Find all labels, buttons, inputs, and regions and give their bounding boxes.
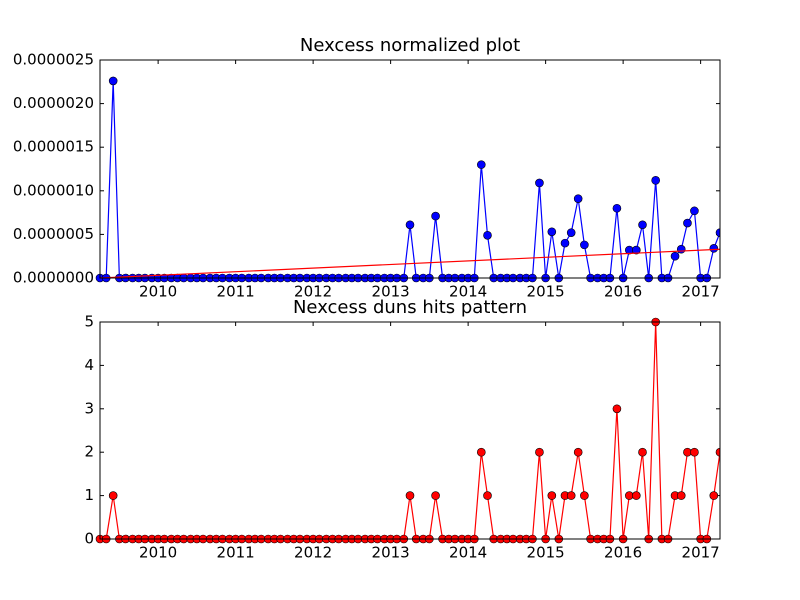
x-tick-label: 2017: [682, 544, 720, 562]
x-tick-label: 2011: [217, 283, 255, 301]
x-tick-label: 2016: [604, 283, 642, 301]
point: [431, 211, 440, 221]
x-tick-label: 2015: [527, 283, 565, 301]
point: [547, 491, 557, 500]
chart-title: Nexcess normalized plot: [300, 35, 520, 56]
series-line: [99, 248, 720, 279]
point: [580, 240, 589, 250]
y-tick-label: 0.0000025: [13, 51, 94, 69]
point: [108, 76, 118, 86]
point: [476, 160, 486, 169]
x-tick-label: 2012: [294, 283, 332, 301]
x-tick-label: 2013: [372, 283, 410, 301]
y-tick-label: 0.0000000: [13, 269, 94, 287]
point: [535, 447, 544, 457]
point: [431, 491, 440, 500]
x-tick-label: 2014: [449, 283, 487, 301]
y-tick-label: 5: [84, 313, 94, 331]
point: [651, 176, 660, 185]
x-tick-label: 2011: [217, 544, 255, 562]
point: [690, 206, 699, 216]
x-tick-label: 2015: [527, 544, 565, 562]
point: [715, 447, 720, 457]
point: [709, 244, 719, 253]
chart-title: Nexcess duns hits pattern: [293, 297, 527, 318]
x-tick-label: 2014: [449, 544, 487, 562]
point: [483, 230, 492, 240]
point: [535, 178, 544, 188]
point: [670, 251, 680, 261]
y-tick-label: 3: [84, 399, 94, 417]
plot-frame: [99, 59, 721, 279]
plot-frame: [99, 321, 721, 540]
point: [108, 491, 118, 500]
y-tick-label: 1: [84, 486, 94, 504]
point: [631, 491, 641, 500]
point: [573, 194, 583, 203]
point: [612, 203, 622, 213]
x-tick-label: 2017: [682, 283, 720, 301]
point: [676, 244, 686, 254]
point: [560, 238, 570, 248]
y-tick-label: 0.0000020: [13, 94, 94, 112]
y-tick-label: 0.0000010: [13, 181, 94, 199]
point: [573, 447, 583, 457]
x-tick-label: 2013: [372, 544, 410, 562]
point: [547, 227, 557, 237]
y-tick-label: 0.0000005: [13, 225, 94, 243]
y-tick-label: 0: [84, 530, 94, 548]
point: [638, 220, 647, 230]
point: [715, 228, 720, 237]
x-tick-label: 2012: [294, 544, 332, 562]
y-tick-label: 4: [84, 356, 94, 374]
point: [476, 447, 486, 457]
point: [690, 447, 699, 457]
point: [638, 447, 647, 457]
point: [405, 491, 415, 500]
point: [483, 491, 492, 500]
y-tick-label: 0.0000015: [13, 138, 94, 156]
point: [612, 404, 622, 414]
x-tick-label: 2016: [604, 544, 642, 562]
point: [631, 245, 641, 255]
point: [566, 228, 576, 237]
x-tick-label: 2010: [139, 544, 177, 562]
point: [580, 491, 589, 500]
point: [566, 491, 576, 500]
x-tick-label: 2010: [139, 283, 177, 301]
point: [683, 218, 692, 228]
point: [676, 491, 686, 500]
point: [405, 220, 415, 230]
point: [709, 491, 719, 500]
y-tick-label: 2: [84, 443, 94, 461]
